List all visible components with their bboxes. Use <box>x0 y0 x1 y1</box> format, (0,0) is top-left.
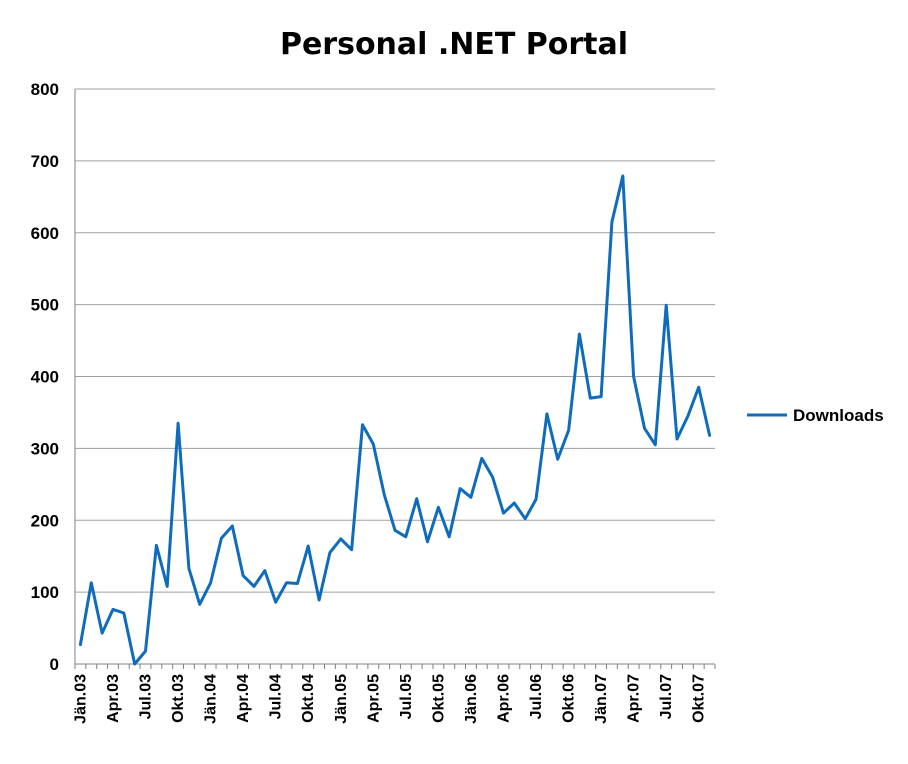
y-tick-label-700: 700 <box>31 152 59 171</box>
x-tick-label: Jul.04 <box>268 674 285 719</box>
x-tick-label: Okt.05 <box>430 674 447 723</box>
x-axis-tick-labels: Jän.03 Apr.03 Jul.03 Okt.03 Jän.04 Apr.04 Jul.… <box>72 674 707 724</box>
x-tick-label: Jän.04 <box>203 674 220 724</box>
chart-title: Personal .NET Portal <box>280 27 628 62</box>
y-tick-label-400: 400 <box>31 368 59 387</box>
y-tick-label-300: 300 <box>31 439 59 458</box>
x-tick-label: Jul.05 <box>398 674 415 719</box>
y-tick-label-0: 0 <box>50 655 59 674</box>
legend: Downloads <box>747 406 884 425</box>
x-tick-label: Jul.06 <box>528 674 545 719</box>
y-axis-tick-labels: 0 100 200 300 400 500 600 700 800 <box>31 80 59 674</box>
x-tick-label: Okt.04 <box>300 674 317 723</box>
x-tick-label: Apr.03 <box>105 674 122 723</box>
x-tick-label: Jul.07 <box>658 674 675 719</box>
x-tick-label: Okt.07 <box>691 674 708 723</box>
x-tick-label: Apr.06 <box>495 674 512 723</box>
x-tick-label: Okt.03 <box>170 674 187 723</box>
x-tick-label: Okt.06 <box>561 674 578 723</box>
x-tick-label: Apr.07 <box>626 674 643 723</box>
x-tick-label: Jul.03 <box>138 674 155 719</box>
series-line-downloads <box>78 174 712 666</box>
y-tick-label-800: 800 <box>31 80 59 99</box>
x-tick-label: Jän.06 <box>463 674 480 724</box>
y-tick-label-100: 100 <box>31 583 59 602</box>
gridlines <box>75 88 715 593</box>
x-tick-label: Jän.07 <box>593 674 610 724</box>
x-tick-label: Apr.04 <box>235 674 252 723</box>
x-tick-label: Jän.05 <box>333 674 350 724</box>
legend-label-downloads: Downloads <box>793 406 884 425</box>
y-tick-label-600: 600 <box>31 224 59 243</box>
y-tick-label-200: 200 <box>31 511 59 530</box>
series-lines <box>78 174 712 666</box>
x-tick-label: Apr.05 <box>365 674 382 723</box>
x-tick-label: Jän.03 <box>72 674 89 724</box>
y-tick-label-500: 500 <box>31 296 59 315</box>
axes <box>74 89 716 669</box>
